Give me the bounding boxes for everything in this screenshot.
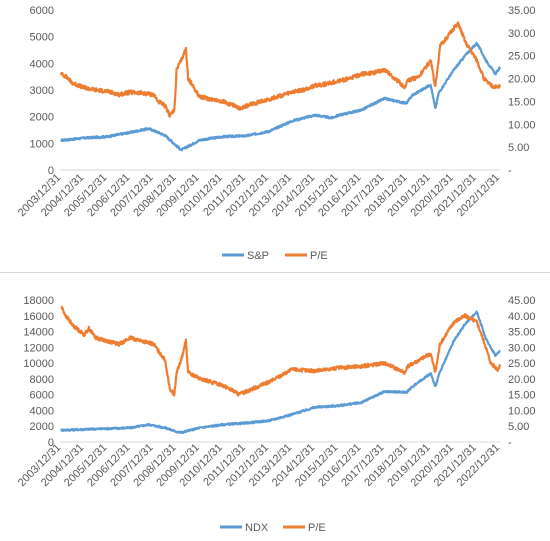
series-line-s-p [60, 41, 502, 152]
y-right-tick-label: 35.00 [508, 327, 536, 339]
y-left-tick-label: 18000 [23, 295, 54, 307]
y-right-tick-label: 30.00 [508, 28, 536, 40]
chart-sp-pe: 0 1000 2000 3000 4000 5000 6000 - 5.00 10.00 15.00… [16, 5, 536, 262]
y-left-tick-label: 4000 [30, 405, 54, 417]
y-left-tick-label: 6000 [30, 390, 54, 402]
y-right-tick-label: 35.00 [508, 5, 536, 17]
y-right-tick-label: 15.00 [508, 390, 536, 402]
legend-label: S&P [247, 250, 269, 262]
chart-divider [0, 272, 550, 273]
y-right-tick-label: 20.00 [508, 374, 536, 386]
legend-label: P/E [310, 250, 328, 262]
y-left-tick-label: 4000 [30, 58, 54, 70]
series-line-p-e [60, 305, 502, 397]
y-left-tick-label: 1000 [30, 138, 54, 150]
y-left-tick-label: 16000 [23, 311, 54, 323]
series-line-p-e [60, 21, 502, 118]
y-left-tick-label: 10000 [23, 358, 54, 370]
y-right-tick-label: 20.00 [508, 74, 536, 86]
y-left-tick-label: 0 [48, 437, 54, 449]
y-right-tick-label: 25.00 [508, 51, 536, 63]
y-right-tick-label: 5.00 [508, 421, 529, 433]
y-left-tick-label: 14000 [23, 327, 54, 339]
y-left-tick-label: 2000 [30, 421, 54, 433]
chart-ndx-pe: 0 2000 4000 6000 8000 10000 12000 14000 16000 180… [16, 295, 536, 534]
y-left-tick-label: 0 [48, 165, 54, 177]
y-left-tick-label: 2000 [30, 112, 54, 124]
y-left-tick-label: 3000 [30, 85, 54, 97]
y-left-tick-label: 12000 [23, 342, 54, 354]
y-right-tick-label: 45.00 [508, 295, 536, 307]
y-right-tick-label: 10.00 [508, 405, 536, 417]
y-right-tick-label: 40.00 [508, 311, 536, 323]
legend-label: NDX [245, 522, 269, 534]
y-right-tick-label: 5.00 [508, 142, 529, 154]
y-right-tick-label: - [508, 165, 512, 177]
y-right-tick-label: 25.00 [508, 358, 536, 370]
legend-label: P/E [308, 522, 326, 534]
series-line-ndx [60, 310, 501, 434]
y-left-tick-label: 6000 [30, 5, 54, 17]
y-right-tick-label: 10.00 [508, 119, 536, 131]
y-right-tick-label: 30.00 [508, 342, 536, 354]
y-left-tick-label: 8000 [30, 374, 54, 386]
y-right-tick-label: - [508, 437, 512, 449]
y-right-tick-label: 15.00 [508, 96, 536, 108]
y-left-tick-label: 5000 [30, 32, 54, 44]
